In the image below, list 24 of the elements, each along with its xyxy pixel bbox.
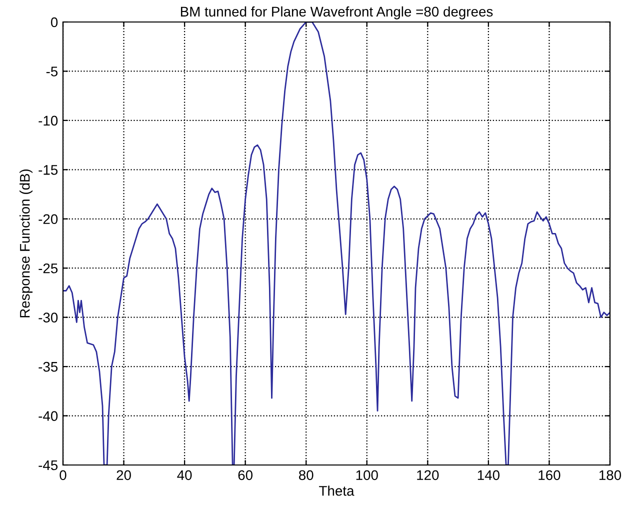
y-tick-label: -5: [46, 66, 58, 76]
line-series: [63, 22, 610, 465]
x-tick-label: 120: [417, 470, 439, 480]
y-tick-label: -35: [38, 362, 58, 372]
x-tick-label: 160: [538, 470, 560, 480]
y-tick-label: -15: [38, 165, 58, 175]
y-tick-label: -20: [38, 214, 58, 224]
x-tick-label: 0: [60, 470, 66, 480]
y-tick-label: -45: [38, 460, 58, 470]
x-tick-label: 80: [298, 470, 314, 480]
x-tick-label: 100: [356, 470, 378, 480]
x-tick-label: 20: [116, 470, 131, 480]
y-tick-label: 0: [50, 17, 58, 28]
chart-title: BM tunned for Plane Wavefront Angle =80 degrees: [180, 6, 493, 20]
y-tick-label: -40: [38, 411, 58, 421]
x-tick-label: 180: [599, 470, 622, 480]
x-tick-label: 140: [478, 470, 500, 480]
y-axis-title: Response Function (dB): [20, 169, 33, 318]
y-tick-label: -30: [38, 312, 58, 323]
x-tick-label: 60: [238, 470, 253, 480]
x-tick-label: 40: [177, 470, 192, 480]
y-tick-label: -10: [38, 116, 58, 126]
y-tick-label: -25: [38, 263, 58, 274]
x-axis-title: Theta: [319, 486, 354, 496]
